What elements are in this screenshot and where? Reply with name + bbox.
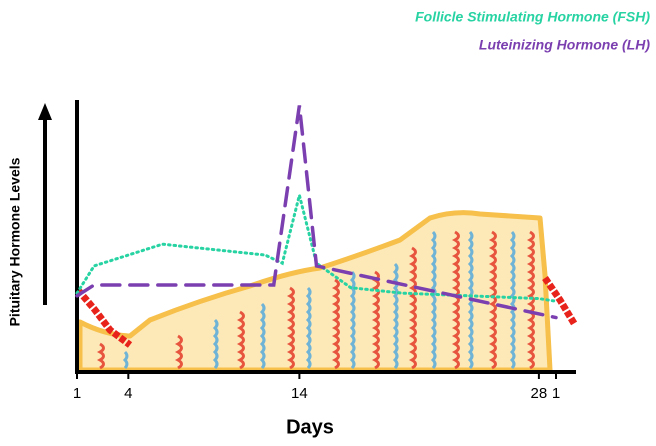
- gland: [371, 270, 380, 370]
- x-tick-label: 1: [552, 385, 560, 402]
- gland: [96, 342, 105, 370]
- gland: [392, 262, 399, 370]
- x-tick-label: 14: [291, 385, 308, 402]
- shedding: [75, 287, 133, 348]
- plot: 1 4 14 28 1: [73, 100, 576, 402]
- line-series: [75, 105, 558, 320]
- legend-entry: Luteinizing Hormone (LH): [479, 37, 650, 53]
- gland: [488, 230, 497, 370]
- legend-entry: Follicle Stimulating Hormone (FSH): [415, 9, 650, 25]
- x-tick-label: 4: [124, 385, 132, 402]
- gland: [236, 310, 245, 370]
- endometrium-illustration: [75, 210, 579, 373]
- gland: [174, 334, 183, 370]
- x-tick-label: 1: [73, 385, 81, 402]
- x-tick-label: 28: [531, 385, 548, 402]
- y-axis-label: Pituitary Hormone Levels: [7, 157, 23, 326]
- gland: [305, 286, 312, 370]
- gland: [286, 286, 295, 370]
- gland: [408, 246, 417, 370]
- endometrium: [77, 210, 553, 373]
- shedding: [542, 276, 579, 327]
- gland: [331, 278, 340, 370]
- gland: [451, 230, 460, 370]
- gland: [259, 302, 266, 370]
- gland: [509, 230, 516, 370]
- gland: [526, 230, 535, 370]
- gland: [349, 270, 356, 370]
- x-axis-label: Days: [286, 416, 334, 438]
- gland: [122, 350, 129, 370]
- gland: [430, 230, 437, 370]
- gland: [212, 318, 219, 370]
- y-arrow-head: [38, 103, 52, 120]
